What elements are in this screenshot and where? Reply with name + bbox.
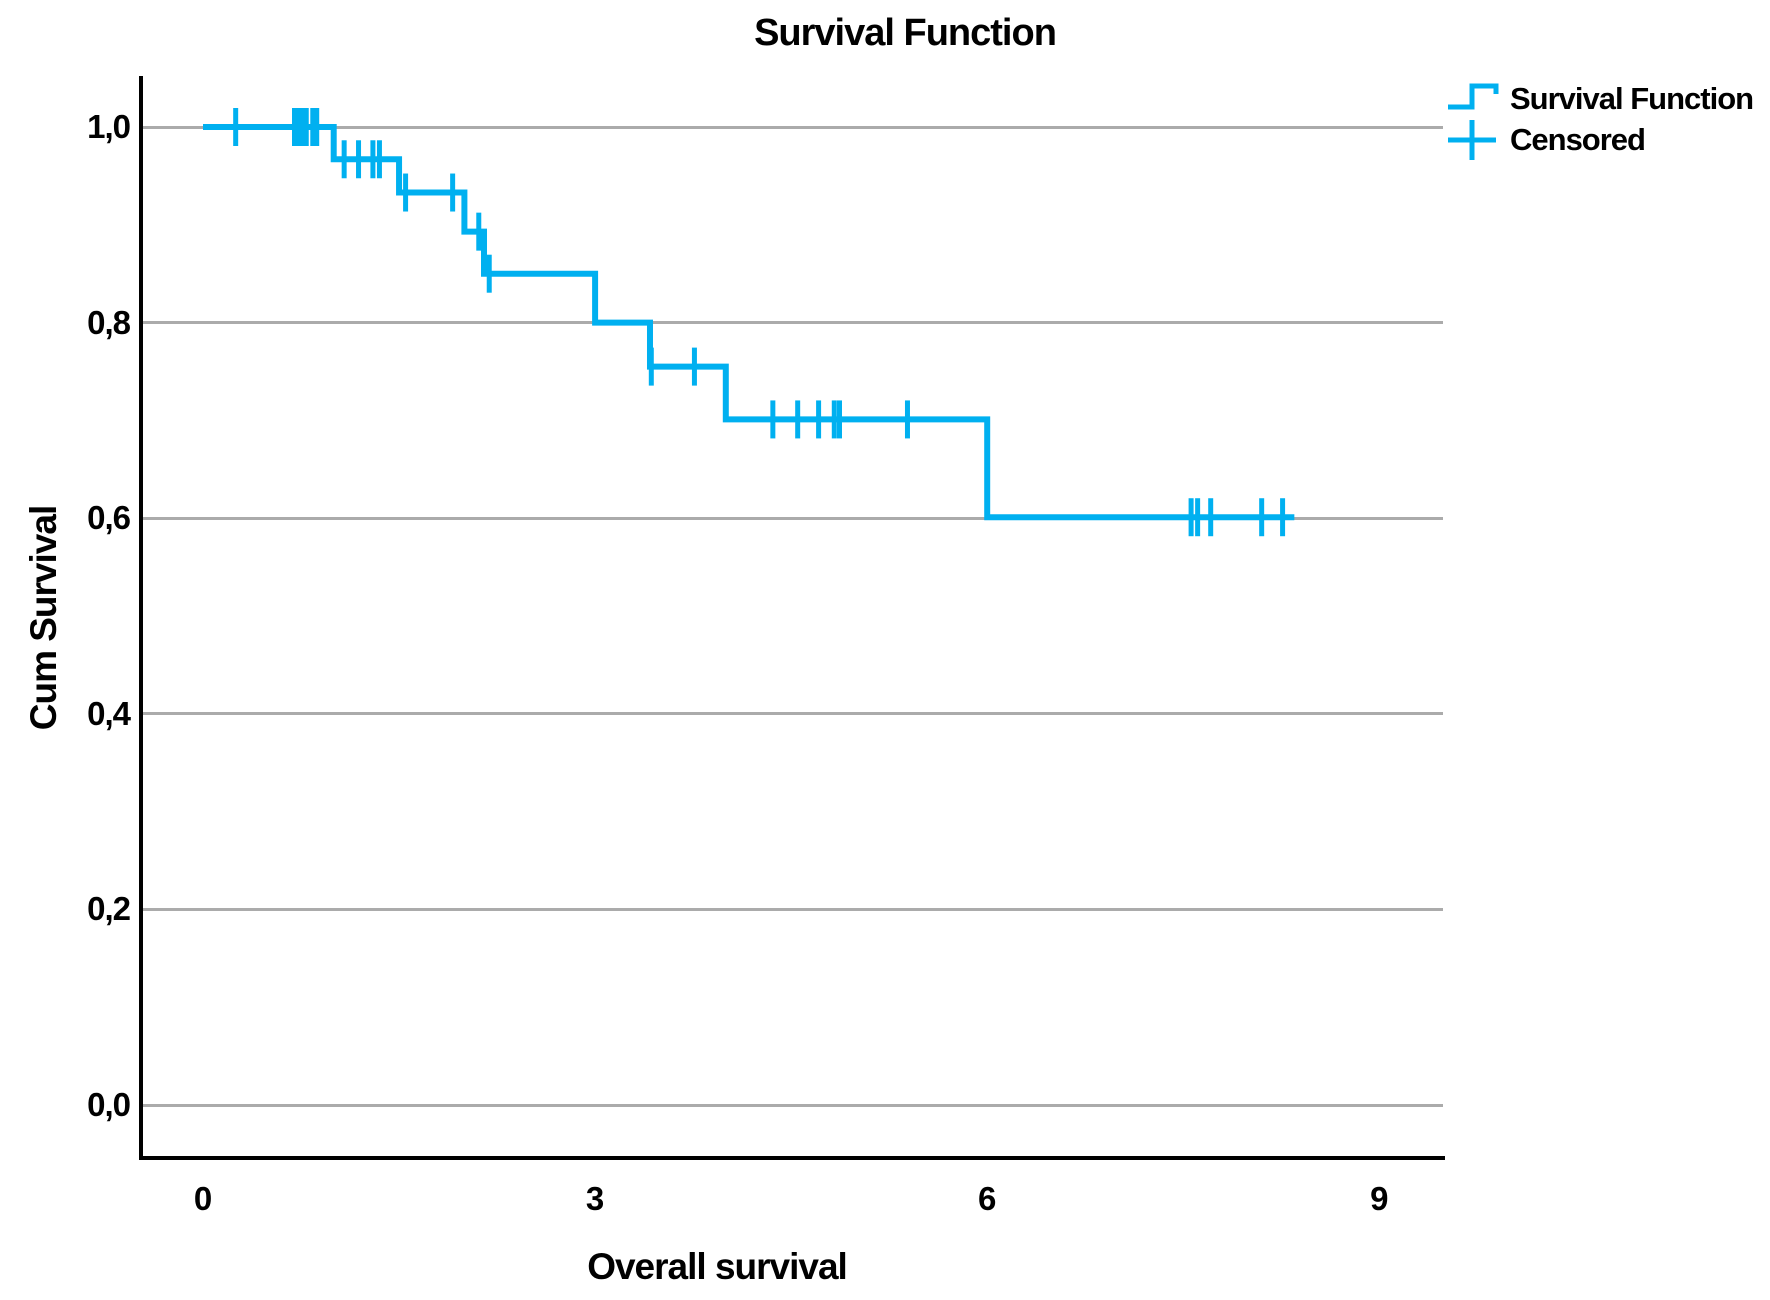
- x-axis-title: Overall survival: [587, 1246, 848, 1287]
- gridline-y-0,6: [141, 516, 1443, 520]
- y-tick-label: 0,2: [87, 890, 131, 928]
- y-tick-label: 0,4: [87, 694, 131, 732]
- legend-item-survival-function: Survival Function: [1446, 78, 1754, 119]
- y-tick-label: 0,0: [87, 1086, 131, 1123]
- y-tick-label: 0,8: [87, 303, 131, 341]
- gridline-y-1,0: [141, 125, 1443, 129]
- gridline-y-0,0: [141, 1103, 1443, 1107]
- x-tick-label: 3: [585, 1180, 605, 1217]
- legend-label-survival-function: Survival Function: [1510, 80, 1754, 116]
- gridline-y-0,4: [141, 712, 1443, 716]
- chart-title: Survival Function: [754, 12, 1057, 54]
- x-tick-label: 6: [978, 1180, 997, 1217]
- x-tick-label: 0: [193, 1180, 213, 1217]
- plus-mark-icon: [1448, 119, 1496, 160]
- gridline-y-0,8: [141, 321, 1443, 325]
- y-axis-line: [139, 76, 143, 1160]
- legend-item-censored: Censored: [1446, 119, 1753, 160]
- legend-label-censored: Censored: [1510, 121, 1646, 157]
- x-tick-label: 9: [1370, 1180, 1389, 1217]
- gridline-y-0,2: [141, 907, 1443, 911]
- legend: Survival Function Censored: [1446, 78, 1754, 160]
- y-tick-label: 1,0: [87, 108, 131, 145]
- y-tick-label: 0,6: [87, 499, 131, 537]
- x-axis-line: [139, 1156, 1445, 1160]
- step-line-icon: [1448, 83, 1499, 109]
